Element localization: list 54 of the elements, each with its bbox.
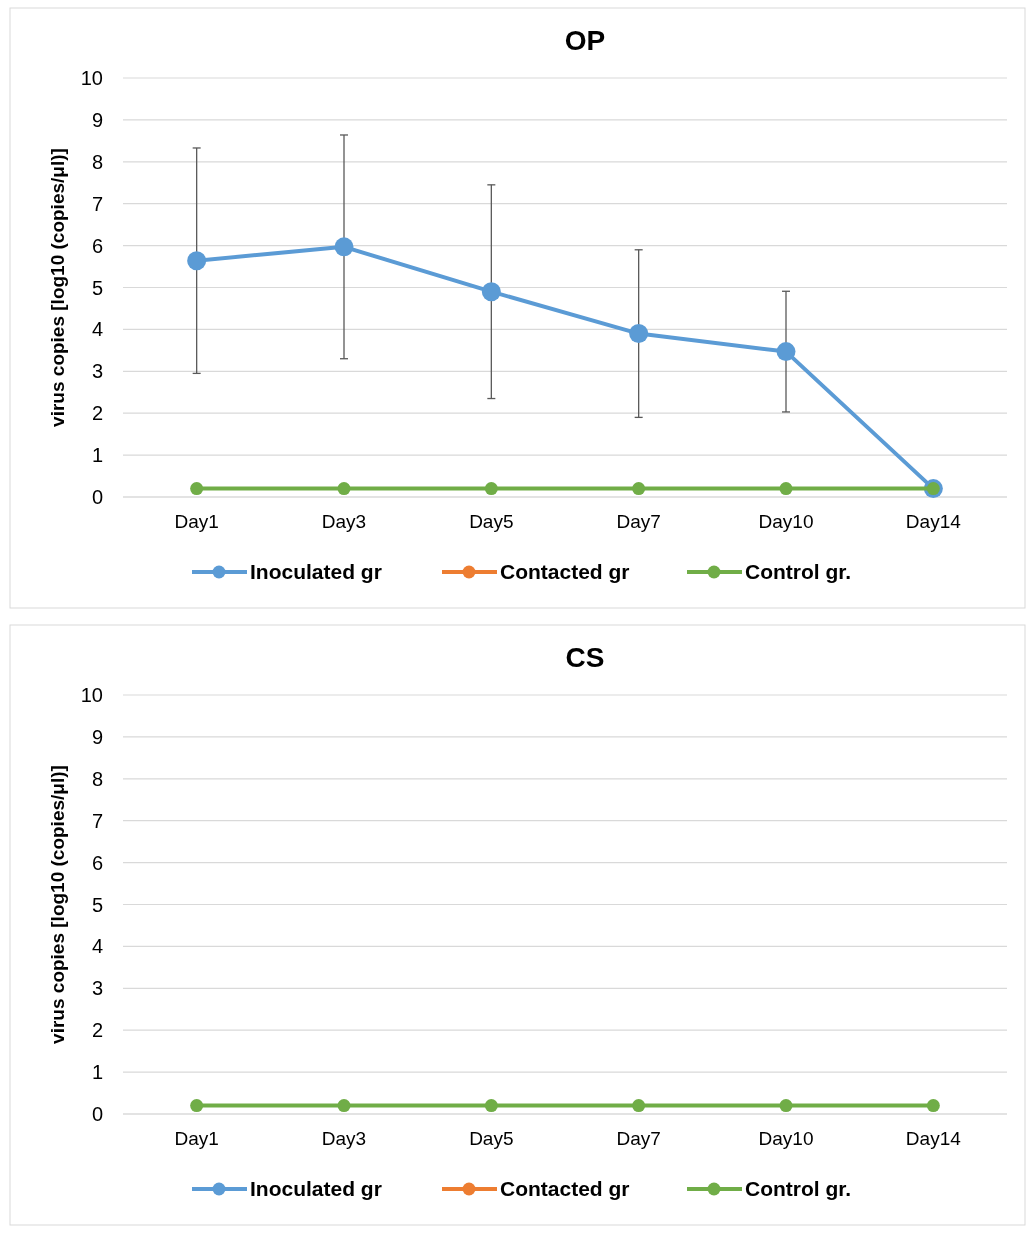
x-tick-label: Day5 (469, 511, 514, 532)
y-tick-label: 5 (91, 893, 103, 916)
point (187, 251, 207, 271)
y-tick-label: 10 (80, 67, 103, 89)
y-tick-label: 4 (91, 935, 103, 958)
y-tick-label: 9 (91, 108, 103, 131)
point (779, 482, 793, 496)
point (629, 324, 649, 344)
legend-label: Inoculated gr (250, 1177, 382, 1201)
legend-label: Contacted gr (500, 560, 630, 584)
chart-title: OP (564, 25, 606, 56)
x-tick-label: Day10 (758, 511, 814, 532)
y-tick-label: 1 (91, 1061, 103, 1084)
y-tick-label: 10 (80, 684, 103, 706)
y-tick-label: 6 (91, 851, 103, 874)
y-tick-label: 8 (91, 767, 103, 790)
y-tick-label: 8 (91, 150, 103, 173)
x-tick-label: Day3 (321, 1128, 367, 1149)
legend-label: Control gr. (745, 1177, 852, 1201)
y-tick-label: 9 (91, 725, 103, 748)
point (190, 482, 204, 496)
x-tick-label: Day5 (469, 1128, 514, 1149)
y-tick-label: 5 (91, 276, 103, 299)
y-tick-label: 0 (91, 486, 103, 508)
legend-label: Control gr. (745, 560, 852, 584)
legend-label: Inoculated gr (250, 560, 382, 584)
point (334, 237, 354, 257)
x-tick-label: Day1 (174, 1128, 219, 1149)
y-tick-label: 0 (91, 1103, 103, 1125)
point (484, 482, 498, 496)
y-tick-label: 2 (91, 1019, 103, 1042)
x-tick-label: Day7 (616, 1128, 661, 1149)
x-tick-label: Day1 (174, 511, 219, 532)
y-axis-title: virus copies [log10 (copies/μl)] (47, 148, 68, 427)
x-tick-label: Day3 (321, 511, 367, 532)
y-tick-label: 7 (91, 809, 103, 832)
point (481, 282, 501, 302)
y-tick-label: 3 (91, 977, 103, 1000)
x-tick-label: Day14 (905, 511, 962, 532)
x-tick-label: Day14 (905, 1128, 962, 1149)
legend-label: Contacted gr (500, 1177, 630, 1201)
y-axis-title: virus copies [log10 (copies/μl)] (47, 765, 68, 1044)
y-tick-label: 2 (91, 402, 103, 425)
x-tick-label: Day10 (758, 1128, 814, 1149)
point (632, 482, 646, 496)
y-tick-label: 3 (91, 360, 103, 383)
x-tick-label: Day7 (616, 511, 661, 532)
y-tick-label: 6 (91, 234, 103, 257)
y-tick-label: 7 (91, 192, 103, 215)
y-tick-label: 4 (91, 318, 103, 341)
chart-title: CS (565, 642, 605, 673)
point (337, 482, 351, 496)
point (776, 342, 796, 362)
y-tick-label: 1 (91, 444, 103, 467)
